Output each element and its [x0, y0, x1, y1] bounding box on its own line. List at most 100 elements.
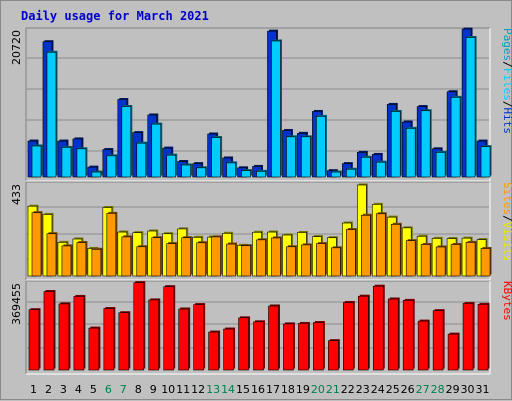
- bar-files-day-24: [375, 161, 386, 178]
- bar-kbytes-day-26: [402, 300, 414, 371]
- bar-files-day-31: [480, 146, 491, 178]
- legend-hits-files-pages: Pages/Files/Hits: [501, 28, 512, 134]
- bar-sites-day-19: [301, 244, 311, 277]
- bar-files-day-10: [166, 154, 177, 178]
- panel-visits-sites: 433: [10, 181, 492, 281]
- legend-entry: KBytes: [501, 281, 512, 321]
- bar-sites-day-10: [166, 243, 177, 277]
- bar-files-day-4: [76, 148, 87, 178]
- bar-files-day-30: [465, 37, 476, 178]
- bar-files-day-19: [301, 136, 311, 178]
- legend-kbytes: KBytes: [501, 281, 512, 321]
- bar-files-day-14: [226, 162, 236, 178]
- bar-files-day-6: [106, 155, 117, 178]
- day-label-27: 27: [416, 383, 430, 396]
- bar-kbytes-day-25: [387, 298, 399, 371]
- bar-kbytes-day-15: [238, 317, 249, 371]
- panel-hits-files-pages: 20720: [10, 27, 492, 182]
- chart-title: Daily usage for March 2021: [21, 9, 209, 23]
- bar-kbytes-day-24: [372, 285, 384, 371]
- day-label-31: 31: [476, 383, 490, 396]
- day-label-7: 7: [120, 383, 127, 396]
- legend-entry: /: [501, 61, 512, 68]
- bar-files-day-5: [91, 171, 102, 178]
- bar-sites-day-11: [181, 237, 191, 277]
- day-label-8: 8: [135, 383, 142, 396]
- day-label-10: 10: [161, 383, 175, 396]
- bar-sites-day-6: [106, 213, 117, 277]
- bar-sites-day-13: [211, 236, 221, 277]
- bar-sites-day-12: [196, 242, 206, 277]
- bar-sites-day-21: [331, 247, 341, 277]
- bar-sites-day-28: [435, 246, 446, 277]
- bar-sites-day-23: [360, 214, 371, 277]
- day-label-4: 4: [75, 383, 82, 396]
- bar-files-day-26: [405, 128, 416, 178]
- day-label-30: 30: [461, 383, 475, 396]
- bar-files-day-11: [181, 164, 191, 178]
- bar-sites-day-1: [31, 212, 42, 277]
- bar-files-day-7: [121, 106, 132, 178]
- day-label-13: 13: [206, 383, 220, 396]
- bar-sites-day-7: [121, 236, 132, 277]
- day-label-1: 1: [30, 383, 37, 396]
- bar-sites-day-5: [91, 249, 102, 277]
- bar-kbytes-day-14: [223, 328, 234, 371]
- bar-kbytes-day-11: [178, 308, 189, 371]
- bar-sites-day-3: [61, 245, 72, 277]
- bar-files-day-22: [346, 168, 356, 178]
- bar-kbytes-day-27: [417, 320, 429, 371]
- bar-sites-day-30: [465, 242, 476, 277]
- bar-kbytes-day-18: [283, 323, 294, 371]
- bar-sites-day-25: [390, 224, 401, 277]
- bar-files-day-16: [256, 171, 266, 178]
- panel-max-label: 433: [10, 184, 23, 205]
- day-label-22: 22: [341, 383, 355, 396]
- bar-sites-day-15: [241, 245, 251, 277]
- bar-files-day-1: [31, 145, 42, 178]
- day-label-9: 9: [150, 383, 157, 396]
- day-label-15: 15: [236, 383, 250, 396]
- bar-sites-day-4: [76, 242, 87, 277]
- bar-sites-day-17: [271, 237, 281, 277]
- legend-entry: Files: [501, 68, 512, 101]
- bar-files-day-8: [136, 142, 147, 178]
- bar-kbytes-day-23: [357, 295, 369, 371]
- bar-files-day-15: [241, 170, 251, 178]
- bar-sites-day-22: [346, 229, 356, 277]
- day-labels: 1 2 3 4 5 6 7 8 9 10 11 12 13 14 15 16 17 18 19 20 21 22 23 24 2…: [30, 383, 490, 396]
- day-label-18: 18: [281, 383, 295, 396]
- day-label-20: 20: [311, 383, 325, 396]
- day-label-28: 28: [431, 383, 445, 396]
- bar-files-day-27: [420, 110, 431, 178]
- day-label-29: 29: [446, 383, 460, 396]
- chart-panels: 20720 433 369455: [10, 27, 492, 375]
- panel-max-label: 369455: [10, 283, 23, 325]
- bar-kbytes-day-21: [328, 340, 339, 371]
- day-label-14: 14: [221, 383, 235, 396]
- bar-sites-day-8: [136, 246, 147, 277]
- legend-visits-sites: Sites/Visits: [501, 182, 512, 262]
- bar-files-day-2: [46, 51, 57, 178]
- bar-files-day-21: [331, 171, 341, 178]
- bar-kbytes-day-6: [103, 308, 115, 371]
- bar-sites-day-24: [375, 213, 386, 277]
- panel-kbytes: 369455: [10, 280, 491, 375]
- bar-kbytes-day-16: [253, 321, 264, 371]
- bar-sites-day-20: [316, 243, 326, 277]
- bar-sites-day-29: [450, 244, 461, 277]
- legend-entry: Hits: [501, 108, 512, 135]
- bar-sites-day-27: [420, 244, 431, 277]
- bar-files-day-23: [360, 156, 371, 178]
- day-label-17: 17: [266, 383, 280, 396]
- legend-entry: Visits: [501, 222, 512, 262]
- bar-kbytes-day-7: [118, 312, 130, 371]
- bar-kbytes-day-22: [343, 302, 354, 371]
- day-label-24: 24: [371, 383, 385, 396]
- bar-files-day-17: [271, 40, 281, 178]
- bar-files-day-9: [151, 123, 162, 178]
- bar-files-day-29: [450, 97, 461, 178]
